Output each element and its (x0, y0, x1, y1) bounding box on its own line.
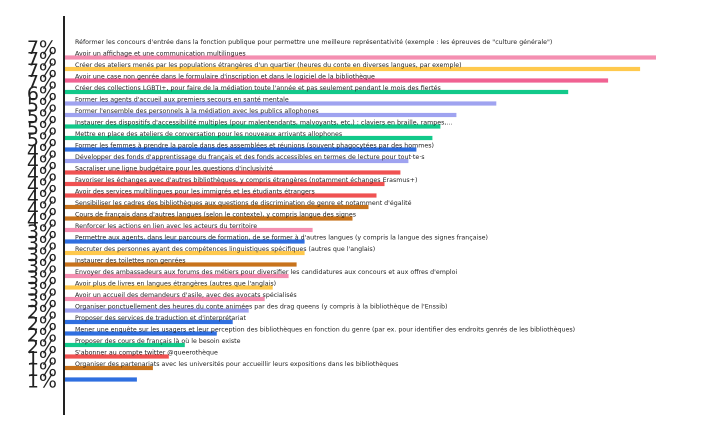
value-label: 4% (27, 164, 57, 186)
bar (65, 66, 641, 72)
value-label: 5% (27, 118, 57, 140)
bar (65, 365, 153, 371)
value-label: 7% (27, 37, 57, 59)
value-label: 4% (27, 175, 57, 197)
bar-label: Instaurer des toilettes non genrées (75, 257, 185, 265)
bar (65, 354, 169, 359)
bar (65, 78, 609, 83)
value-label: 7% (27, 60, 57, 82)
value-label: 2% (27, 302, 57, 324)
value-label: 7% (27, 72, 57, 94)
value-label: 4% (27, 198, 57, 220)
value-label: 7% (27, 49, 57, 71)
bar-label: Sensibiliser les cadres des bibliothèque… (75, 199, 412, 207)
bar-label: Organiser ponctuellement des heures du c… (75, 303, 447, 311)
bar-label: S'abonner au compte twitter @queerothèqu… (75, 349, 218, 357)
bar-label: Cours de français dans d'autres langues … (75, 212, 356, 219)
bar-label: Favoriser les échanges avec d'autres bib… (75, 176, 417, 184)
bar (65, 331, 217, 336)
bar-label: Former les agents d'accueil aux premiers… (75, 96, 289, 104)
value-label: 4% (27, 210, 57, 232)
bar-label: Avoir un accueil des demandeurs d'asile,… (75, 291, 297, 299)
bar (65, 147, 417, 152)
bar-label: Instaurer des dispositifs d'accessibilit… (75, 119, 452, 127)
bar-label: Développer des fonds d'apprentissage du … (75, 153, 425, 161)
bar-label: Envoyer des ambassadeurs aux forums des … (75, 268, 457, 276)
bar (65, 89, 569, 95)
bar-label: Mettre en place des ateliers de conversa… (75, 131, 342, 138)
bar-label: Renforcer les actions en lien avec les a… (75, 223, 257, 230)
value-label: 1% (27, 371, 57, 393)
bar-label: Former les femmes à prendre la parole da… (75, 142, 434, 150)
value-label: 3% (27, 279, 57, 301)
bar-label: Sacraliser une ligne budgétaire pour les… (75, 165, 273, 173)
bar-label: Avoir plus de livres en langues étrangèr… (75, 280, 276, 288)
value-label: 3% (27, 244, 57, 266)
bar-label: Créer des ateliers menés par les populat… (75, 61, 462, 69)
bar (65, 285, 273, 290)
value-label: 1% (27, 359, 57, 381)
bar (65, 296, 265, 302)
value-label: 5% (27, 95, 57, 117)
value-label: 5% (27, 106, 57, 128)
bar (65, 342, 185, 348)
bar (65, 250, 305, 256)
value-label: 4% (27, 152, 57, 174)
bar (65, 262, 297, 267)
bar (65, 158, 409, 164)
bar-label: Créer des collections LGBTI+, pour faire… (75, 84, 441, 92)
bar-label: Avoir un affichage et une communication … (75, 51, 246, 58)
bar (65, 135, 433, 141)
bar-label: Organiser des partenariats avec les univ… (75, 360, 398, 368)
bar-label: Mener une enquête sur les usagers et leu… (75, 326, 575, 334)
bar (65, 319, 233, 325)
value-label: 4% (27, 187, 57, 209)
value-label: 2% (27, 313, 57, 335)
bar (65, 227, 313, 233)
value-label: 4% (27, 141, 57, 163)
bar (65, 124, 441, 129)
value-label: 6% (27, 83, 57, 105)
bar-label: Recruter des personnes ayant des compéte… (75, 245, 375, 253)
bar-label: Permettre aux agents, dans leur parcours… (75, 234, 488, 242)
value-label: 3% (27, 233, 57, 255)
bar-label: Proposer des cours de français là où le … (75, 337, 241, 345)
bar (65, 101, 497, 106)
bar (65, 193, 377, 198)
bar (65, 181, 385, 187)
bar-label: Proposer des services de traduction et d… (75, 314, 246, 322)
bar (65, 170, 401, 175)
bar-label: Réformer les concours d'entrée dans la f… (75, 38, 552, 46)
value-label: 3% (27, 267, 57, 289)
bar (65, 216, 353, 221)
bar (65, 239, 305, 244)
value-label: 3% (27, 290, 57, 312)
bar (65, 55, 656, 60)
bar (65, 308, 249, 313)
value-label: 3% (27, 221, 57, 243)
bar (65, 43, 625, 49)
bar (65, 204, 369, 210)
value-label: 2% (27, 325, 57, 347)
bar-label: Former l'ensemble des personnels à la mé… (75, 107, 319, 115)
value-label: 1% (27, 348, 57, 370)
value-label: 5% (27, 129, 57, 151)
bar (65, 112, 457, 118)
bar-label: Avoir des services multilingues pour les… (75, 188, 315, 196)
value-label: 2% (27, 336, 57, 358)
value-label: 3% (27, 256, 57, 278)
bar (65, 377, 137, 382)
bar (65, 273, 289, 279)
bar-label: Avoir une case non genrée dans le formul… (75, 73, 375, 81)
